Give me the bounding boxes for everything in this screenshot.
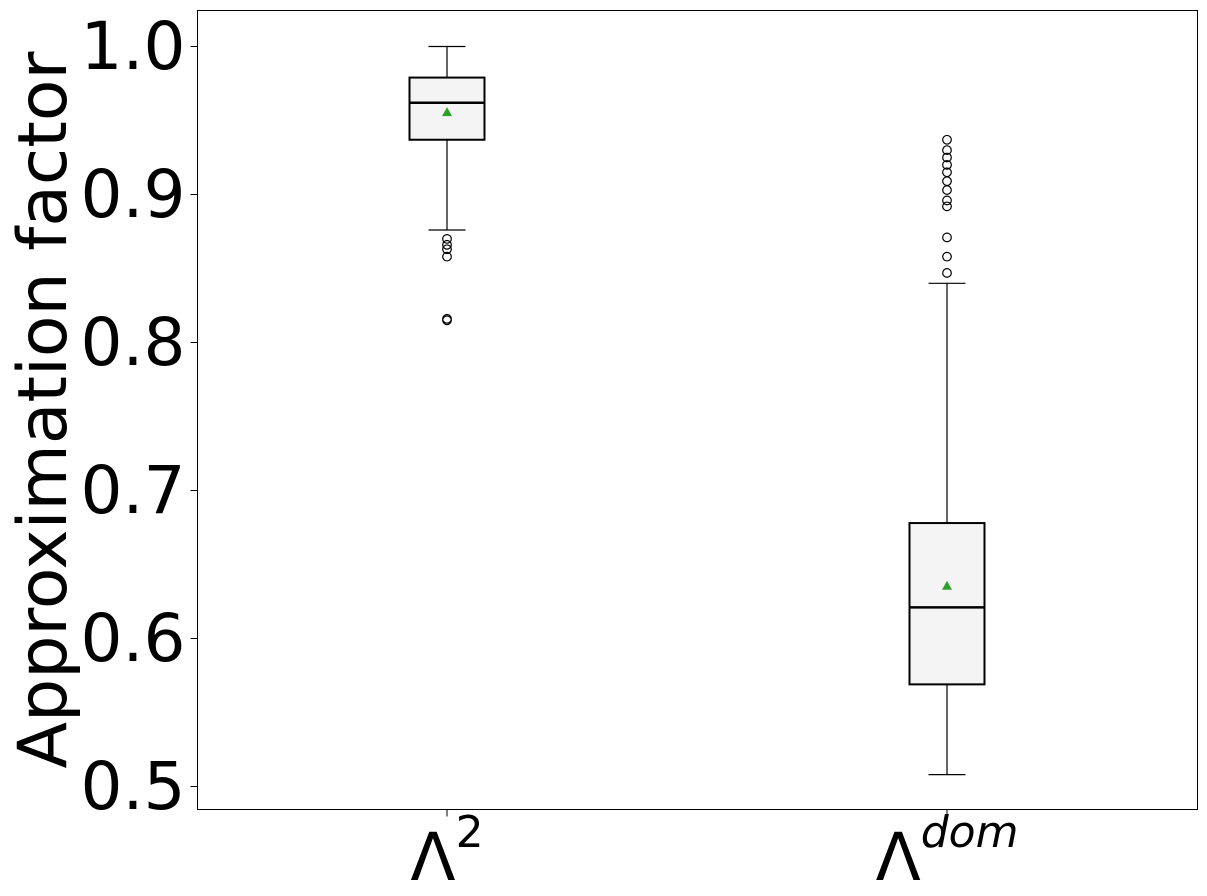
outlier-point <box>942 185 952 195</box>
y-tick-label: 0.8 <box>81 304 186 381</box>
x-axis-ticks: Λ2 Λdom <box>410 807 1018 896</box>
outlier-point <box>942 134 952 145</box>
y-axis-label: Approximation factor <box>4 51 83 768</box>
y-tick-label: 0.9 <box>81 156 186 233</box>
y-tick-label: 0.6 <box>81 600 186 677</box>
x-tick-label-base: Λ <box>876 819 921 896</box>
outlier-point <box>942 152 952 163</box>
outlier-point <box>942 167 952 178</box>
outlier-point <box>442 233 452 244</box>
y-tick-label: 0.7 <box>81 452 186 529</box>
x-tick-label-superscript: dom <box>921 807 1019 858</box>
outlier-point <box>942 268 952 278</box>
plot-layer <box>408 45 986 776</box>
outlier-point <box>442 251 452 262</box>
box-group <box>908 134 986 776</box>
outlier-point <box>942 251 952 262</box>
plot-frame <box>197 10 1198 810</box>
box-group <box>408 45 486 326</box>
outlier-point <box>942 201 952 212</box>
y-axis-ticks: 0.5 0.6 0.7 0.8 0.9 1.0 <box>81 8 198 825</box>
outlier-point <box>442 244 452 255</box>
outlier-point <box>942 145 952 156</box>
y-tick-label: 0.5 <box>81 748 186 825</box>
y-tick-label: 1.0 <box>81 8 186 85</box>
outlier-point <box>942 176 952 187</box>
x-tick-label-superscript: 2 <box>456 807 484 858</box>
outlier-point <box>442 239 452 250</box>
x-tick-label: Λdom <box>876 807 1019 896</box>
outlier-point <box>942 159 952 170</box>
x-tick-label-base: Λ <box>410 819 455 896</box>
outlier-point <box>942 232 952 243</box>
outlier-point <box>942 195 952 206</box>
iqr-box <box>908 522 986 686</box>
mean-marker <box>942 580 952 590</box>
x-tick-label: Λ2 <box>410 807 483 896</box>
mean-marker <box>442 107 452 117</box>
outlier-point <box>442 313 452 324</box>
